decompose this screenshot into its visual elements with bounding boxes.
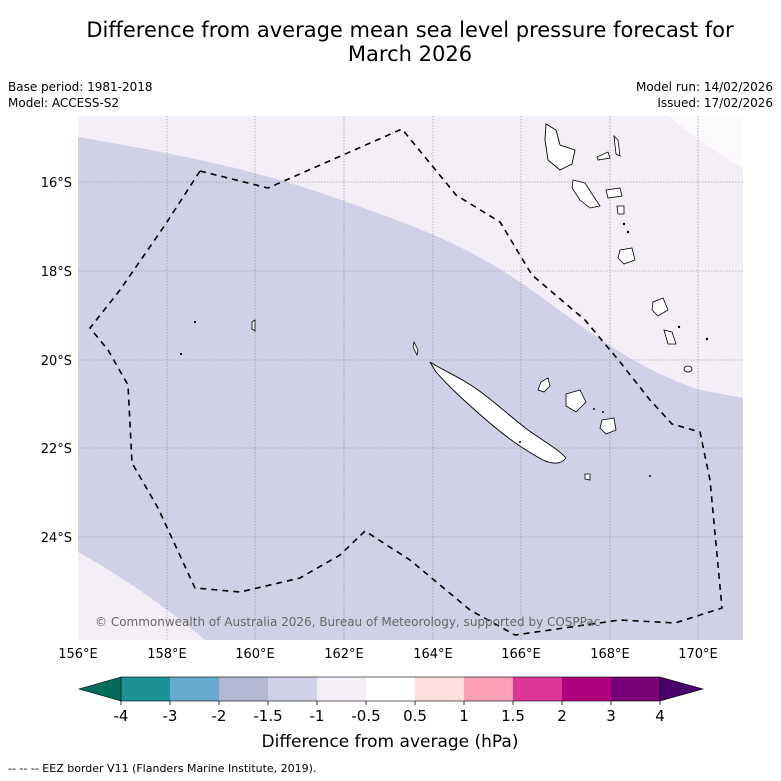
mare-island: [599, 417, 617, 435]
colorbar-swatch: [219, 677, 268, 701]
colorbar-tick-label: -1: [310, 707, 325, 725]
lat-label: 20°S: [41, 354, 72, 369]
malekula-island: [571, 179, 601, 209]
gridlines: [78, 116, 743, 640]
colorbar-swatch: [611, 677, 660, 701]
small-islets: [179, 222, 709, 477]
ambrym-island: [605, 187, 623, 199]
model-run: Model run: 14/02/2026: [635, 80, 773, 94]
lon-label: 168°E: [590, 647, 630, 662]
new-caledonia-island: [429, 361, 567, 464]
colorbar-swatch: [268, 677, 317, 701]
colorbar-swatch: [317, 677, 366, 701]
lon-label: 158°E: [147, 647, 187, 662]
lifou-island: [565, 389, 587, 413]
lat-label: 24°S: [41, 531, 72, 546]
colorbar-tick-label: -2: [212, 707, 227, 725]
colorbar-frame: [120, 676, 661, 702]
colorbar-tick-label: 2: [557, 707, 567, 725]
colorbar-label: Difference from average (hPa): [262, 732, 519, 752]
chesterfield-islands: [251, 319, 256, 332]
colorbar-tick-label: 0.5: [403, 707, 427, 725]
base-period: Base period: 1981-2018: [8, 80, 153, 94]
efate-island: [617, 247, 636, 265]
lon-label: 162°E: [324, 647, 364, 662]
maewo-island: [613, 134, 621, 157]
model-name: Model: ACCESS-S2: [8, 96, 120, 110]
colorbar-swatch: [562, 677, 611, 701]
anomaly-band-minus1: [78, 137, 743, 640]
colorbar-tick-label: -1.5: [253, 707, 282, 725]
ambae-island: [596, 151, 611, 161]
colorbar-swatch: [513, 677, 562, 701]
copyright-notice: © Commonwealth of Australia 2026, Bureau…: [95, 615, 600, 629]
colorbar-swatch: [170, 677, 219, 701]
colorbar-swatch: [415, 677, 464, 701]
lon-label: 156°E: [58, 647, 98, 662]
lon-label: 160°E: [235, 647, 275, 662]
erromango-island: [651, 297, 669, 317]
colorbar-extend-high: [659, 676, 705, 702]
epi-island: [616, 205, 625, 215]
colorbar-tick-label: 1: [459, 707, 469, 725]
lat-label: 18°S: [41, 265, 72, 280]
lon-label: 170°E: [678, 647, 718, 662]
colorbar-swatch: [366, 677, 415, 701]
colorbar-extend-low: [77, 676, 122, 702]
colorbar-tick-label: -4: [114, 707, 129, 725]
espiritu-santo-island: [544, 123, 576, 171]
eez-footnote: -- -- -- EEZ border V11 (Flanders Marine…: [8, 762, 317, 775]
walpole-island: [584, 473, 591, 481]
latitude-labels: 16°S 18°S 20°S 22°S 24°S: [41, 176, 72, 546]
meta-right: Model run: 14/02/2026 Issued: 17/02/2026: [636, 79, 773, 111]
eez-border: [88, 128, 723, 636]
colorbar-swatch: [464, 677, 513, 701]
colorbar-tick-label: 3: [606, 707, 616, 725]
colorbar: -4 -3 -2 -1.5 -1 -0.5 0.5 1 1.5 2 3 4: [77, 676, 705, 725]
colorbar-tick-label: -0.5: [351, 707, 380, 725]
aneityum-island: [683, 365, 693, 373]
meta-left: Base period: 1981-2018 Model: ACCESS-S2: [8, 79, 153, 111]
tanna-island: [663, 329, 677, 345]
map-area: © Commonwealth of Australia 2026, Bureau…: [78, 116, 743, 640]
lat-label: 16°S: [41, 176, 72, 191]
anomaly-wedge-upper-right: [668, 116, 743, 168]
ouvea-island: [537, 377, 551, 393]
belep-islands: [412, 340, 419, 357]
lon-label: 166°E: [501, 647, 541, 662]
colorbar-tick-label: 4: [655, 707, 665, 725]
colorbar-swatch: [121, 677, 170, 701]
lon-label: 164°E: [413, 647, 453, 662]
chart-title: Difference from average mean sea level p…: [40, 18, 780, 66]
issued-date: Issued: 17/02/2026: [657, 96, 773, 110]
title-line-1: Difference from average mean sea level p…: [86, 18, 734, 42]
longitude-labels: 156°E 158°E 160°E 162°E 164°E 166°E 168°…: [58, 647, 718, 662]
colorbar-tick-label: 1.5: [501, 707, 525, 725]
colorbar-tick-label: -3: [163, 707, 178, 725]
lat-label: 22°S: [41, 442, 72, 457]
title-line-2: March 2026: [347, 42, 473, 66]
